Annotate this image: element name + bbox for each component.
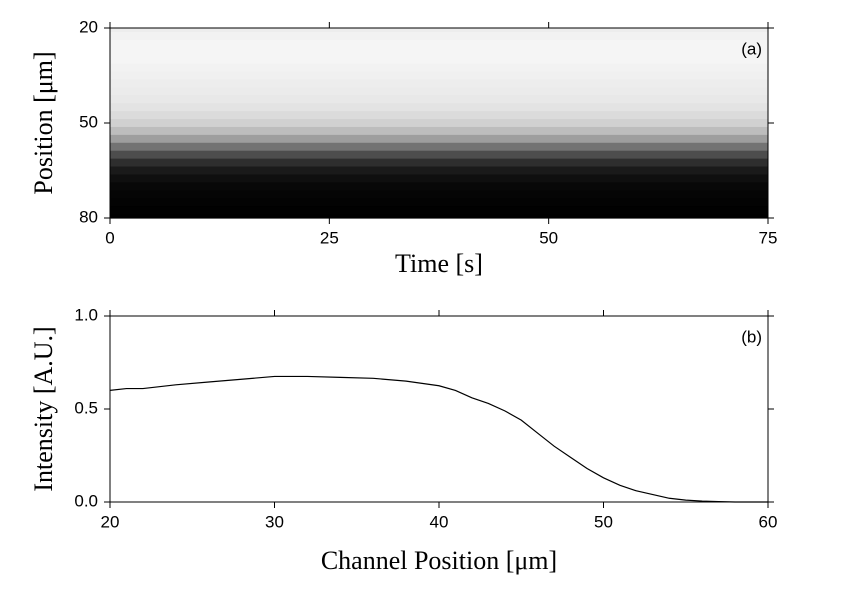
heat-band xyxy=(110,214,768,219)
x-tick-label: 50 xyxy=(539,228,558,247)
x-axis-label: Time [s] xyxy=(395,249,483,278)
heat-band xyxy=(110,182,768,191)
x-tick-label: 50 xyxy=(594,512,613,531)
x-tick-label: 30 xyxy=(265,512,284,531)
heat-band xyxy=(110,63,768,73)
heat-band xyxy=(110,79,768,88)
heat-band xyxy=(110,103,768,112)
panel-label: (a) xyxy=(741,39,762,58)
heat-band xyxy=(110,39,768,49)
panel-label: (b) xyxy=(741,327,762,346)
plot-frame xyxy=(109,315,769,503)
heat-band xyxy=(110,166,768,176)
x-tick-label: 75 xyxy=(759,228,778,247)
x-tick-label: 40 xyxy=(430,512,449,531)
x-tick-label: 20 xyxy=(101,512,120,531)
y-tick-label: 0.5 xyxy=(74,398,98,417)
heat-band xyxy=(110,142,768,152)
y-tick-label: 50 xyxy=(79,112,98,131)
y-tick-label: 1.0 xyxy=(74,305,98,324)
heat-band xyxy=(110,111,768,120)
heat-band xyxy=(110,55,768,65)
heat-band xyxy=(110,47,768,57)
line xyxy=(109,375,768,503)
heat-band xyxy=(110,174,768,183)
heat-band xyxy=(110,28,768,33)
heat-band xyxy=(110,150,768,160)
y-axis-label: Intensity [A.U.] xyxy=(29,326,58,491)
heat-band xyxy=(110,158,768,168)
heat-band xyxy=(110,198,768,207)
heat-band xyxy=(110,71,768,81)
x-tick-label: 60 xyxy=(759,512,778,531)
y-tick-label: 0.0 xyxy=(74,491,98,510)
x-tick-label: 0 xyxy=(105,228,114,247)
x-tick-label: 25 xyxy=(320,228,339,247)
y-tick-label: 20 xyxy=(79,17,98,36)
heat-band xyxy=(110,31,768,41)
y-axis-label: Position [μm] xyxy=(29,51,58,194)
heat-band xyxy=(110,190,768,199)
heat-band xyxy=(110,134,768,144)
heat-band xyxy=(110,95,768,104)
heat-band xyxy=(110,87,768,96)
heat-band xyxy=(110,126,768,136)
y-tick-label: 80 xyxy=(79,207,98,226)
heat-band xyxy=(110,119,768,128)
heat-band xyxy=(110,206,768,215)
x-axis-label: Channel Position [μm] xyxy=(321,546,557,575)
